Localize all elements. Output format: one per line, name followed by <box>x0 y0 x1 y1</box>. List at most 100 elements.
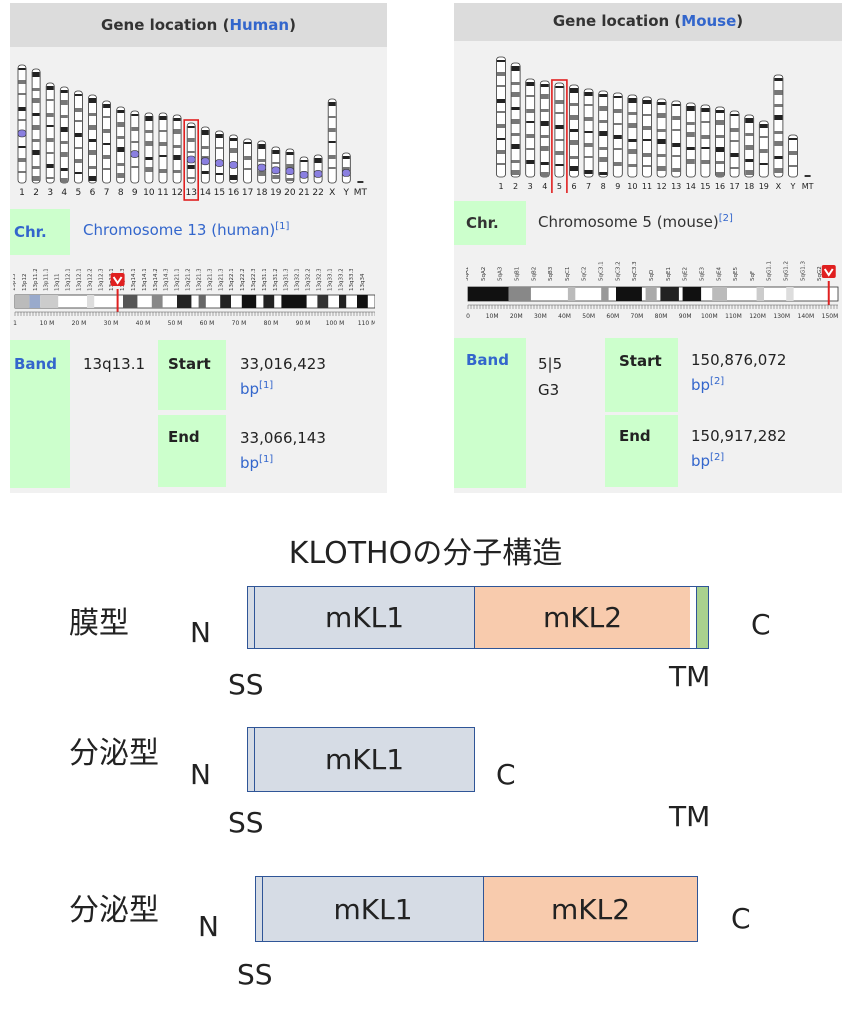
human-species-link[interactable]: Human <box>229 16 290 34</box>
chromosome-18[interactable] <box>744 114 755 178</box>
human-band-label: Band <box>14 355 57 373</box>
chromosome-13[interactable] <box>671 100 682 178</box>
chromosome-18[interactable] <box>257 140 267 184</box>
chromosome-15[interactable] <box>214 130 224 184</box>
chromosome-label-16: 16 <box>228 188 240 198</box>
ruler-label: 90 M <box>296 320 311 327</box>
chromosome-label-2: 2 <box>513 182 518 191</box>
band-segment <box>15 295 30 308</box>
chromosome-8[interactable] <box>116 106 126 184</box>
gene-arrow-icon[interactable] <box>821 265 836 278</box>
chromosome-20[interactable] <box>285 148 295 184</box>
chromosome-label-17: 17 <box>242 188 253 198</box>
row1-c-terminus: C <box>751 608 771 641</box>
chromosome-label-8: 8 <box>601 182 606 191</box>
mouse-chr-ref[interactable]: [2] <box>718 213 733 224</box>
mouse-karyotype-ideogram[interactable]: 1 2 3 4 5 6 7 8 9 10 11 12 13 14 15 16 17 18 19 X Y MT <box>454 53 842 193</box>
chromosome-14[interactable] <box>200 126 210 184</box>
chromosome-label-16: 16 <box>715 182 725 191</box>
chromosome-9[interactable] <box>130 110 140 184</box>
band-label: 13q34 <box>360 273 366 291</box>
chromosome-3[interactable] <box>525 78 536 178</box>
band-segment <box>645 287 657 301</box>
band-segment <box>151 295 163 308</box>
band-label: 5qC3.2 <box>615 261 621 281</box>
chromosome-14[interactable] <box>685 102 696 178</box>
chromosome-5[interactable] <box>74 90 83 184</box>
chromosome-12[interactable] <box>172 114 182 184</box>
ruler-label: 130M <box>773 313 790 320</box>
chromosome-Y[interactable] <box>788 134 798 178</box>
klotho-diagram-title: KLOTHOの分子構造 <box>288 536 563 571</box>
chromosome-MT[interactable] <box>804 175 811 177</box>
chromosome-21[interactable] <box>299 156 309 184</box>
chromosome-13[interactable] <box>186 122 196 184</box>
chromosome-label-18: 18 <box>256 188 268 198</box>
chromosome-11[interactable] <box>642 96 652 178</box>
chromosome-X[interactable] <box>773 74 784 178</box>
band-label: 13q32.1 <box>295 269 301 291</box>
mouse-chr-value[interactable]: Chromosome 5 (mouse)[2] <box>538 213 733 231</box>
chromosome-11[interactable] <box>158 112 168 184</box>
ruler-label: 0 <box>466 313 470 320</box>
chromosome-10[interactable] <box>144 112 154 184</box>
chromosome-7[interactable] <box>102 100 111 184</box>
band-label: 13q14.3 <box>164 269 170 291</box>
band-label: 13q21.2 <box>186 269 192 291</box>
row2-ss-label: SS <box>228 806 264 839</box>
chromosome-3[interactable] <box>45 82 55 184</box>
chromosome-1[interactable] <box>17 64 27 184</box>
band-label: 5qE3 <box>699 267 705 281</box>
chromosome-Y[interactable] <box>341 152 351 184</box>
mouse-start-label: Start <box>605 338 678 412</box>
mouse-chromosome-band-map[interactable]: 5qA1 5qA2 5qA3 5qB1 5qB2 5qB3 5qC1 5qC2 5qC3.1 5q… <box>466 261 840 333</box>
chromosome-X[interactable] <box>327 98 337 184</box>
chromosome-12[interactable] <box>656 98 667 178</box>
chromosome-6[interactable] <box>569 84 579 178</box>
mouse-end-value: 150,917,282 bp[2] <box>691 427 787 470</box>
chromosome-4[interactable] <box>539 80 550 178</box>
band-label: 13q12.3 <box>98 269 104 291</box>
chromosome-4[interactable] <box>59 86 69 184</box>
human-chr-ref[interactable]: [1] <box>275 221 290 232</box>
band-label: 5qG1.1 <box>767 261 773 281</box>
chromosome-label-4: 4 <box>542 182 547 191</box>
band-segment <box>786 287 794 301</box>
band-label: 13p13 <box>13 273 17 291</box>
row1-ss-label: SS <box>228 668 264 701</box>
chromosome-8[interactable] <box>598 90 609 178</box>
chromosome-22[interactable] <box>313 154 323 184</box>
chromosome-19[interactable] <box>271 146 281 184</box>
band-label: 5qC3.3 <box>632 261 638 281</box>
band-label: 13q22.2 <box>240 269 246 291</box>
human-karyotype-ideogram[interactable]: 1 2 3 4 5 6 7 8 9 10 11 12 13 14 15 16 17 18 19 20 21 22 X Y MT <box>10 57 387 205</box>
chromosome-16[interactable] <box>715 106 725 178</box>
chromosome-6[interactable] <box>88 94 97 184</box>
chromosome-10[interactable] <box>627 94 638 178</box>
gene-arrow-icon[interactable] <box>110 273 125 286</box>
human-chromosome-band-map[interactable]: 13p13 13p12 13p11.2 13p11.1 13q11 13q12.11 13q… <box>13 269 375 337</box>
chromosome-label-21: 21 <box>298 188 309 198</box>
human-chr-value[interactable]: Chromosome 13 (human)[1] <box>83 221 290 239</box>
chromosome-label-15: 15 <box>214 188 225 198</box>
chromosome-2[interactable] <box>510 62 521 178</box>
band-segment <box>712 287 727 301</box>
row2-n-terminus: N <box>190 758 211 791</box>
mouse-species-link[interactable]: Mouse <box>681 12 737 30</box>
chromosome-16[interactable] <box>229 134 238 184</box>
chromosome-19[interactable] <box>758 120 769 178</box>
chromosome-17[interactable] <box>243 138 253 184</box>
chromosome-1[interactable] <box>496 56 506 178</box>
chromosome-2[interactable] <box>31 68 41 184</box>
chromosome-17[interactable] <box>729 110 740 178</box>
chromosome-7[interactable] <box>583 88 594 178</box>
band-segment <box>40 295 59 308</box>
chromosome-15[interactable] <box>700 104 711 178</box>
ruler-label: 80 M <box>264 320 279 327</box>
chromosome-MT[interactable] <box>357 181 364 183</box>
band-label: 13q14.2 <box>153 269 159 291</box>
chromosome-9[interactable] <box>612 92 623 178</box>
chromosome-5[interactable] <box>554 82 565 178</box>
chromosome-label-4: 4 <box>61 188 67 198</box>
human-end-label: End <box>158 415 226 487</box>
